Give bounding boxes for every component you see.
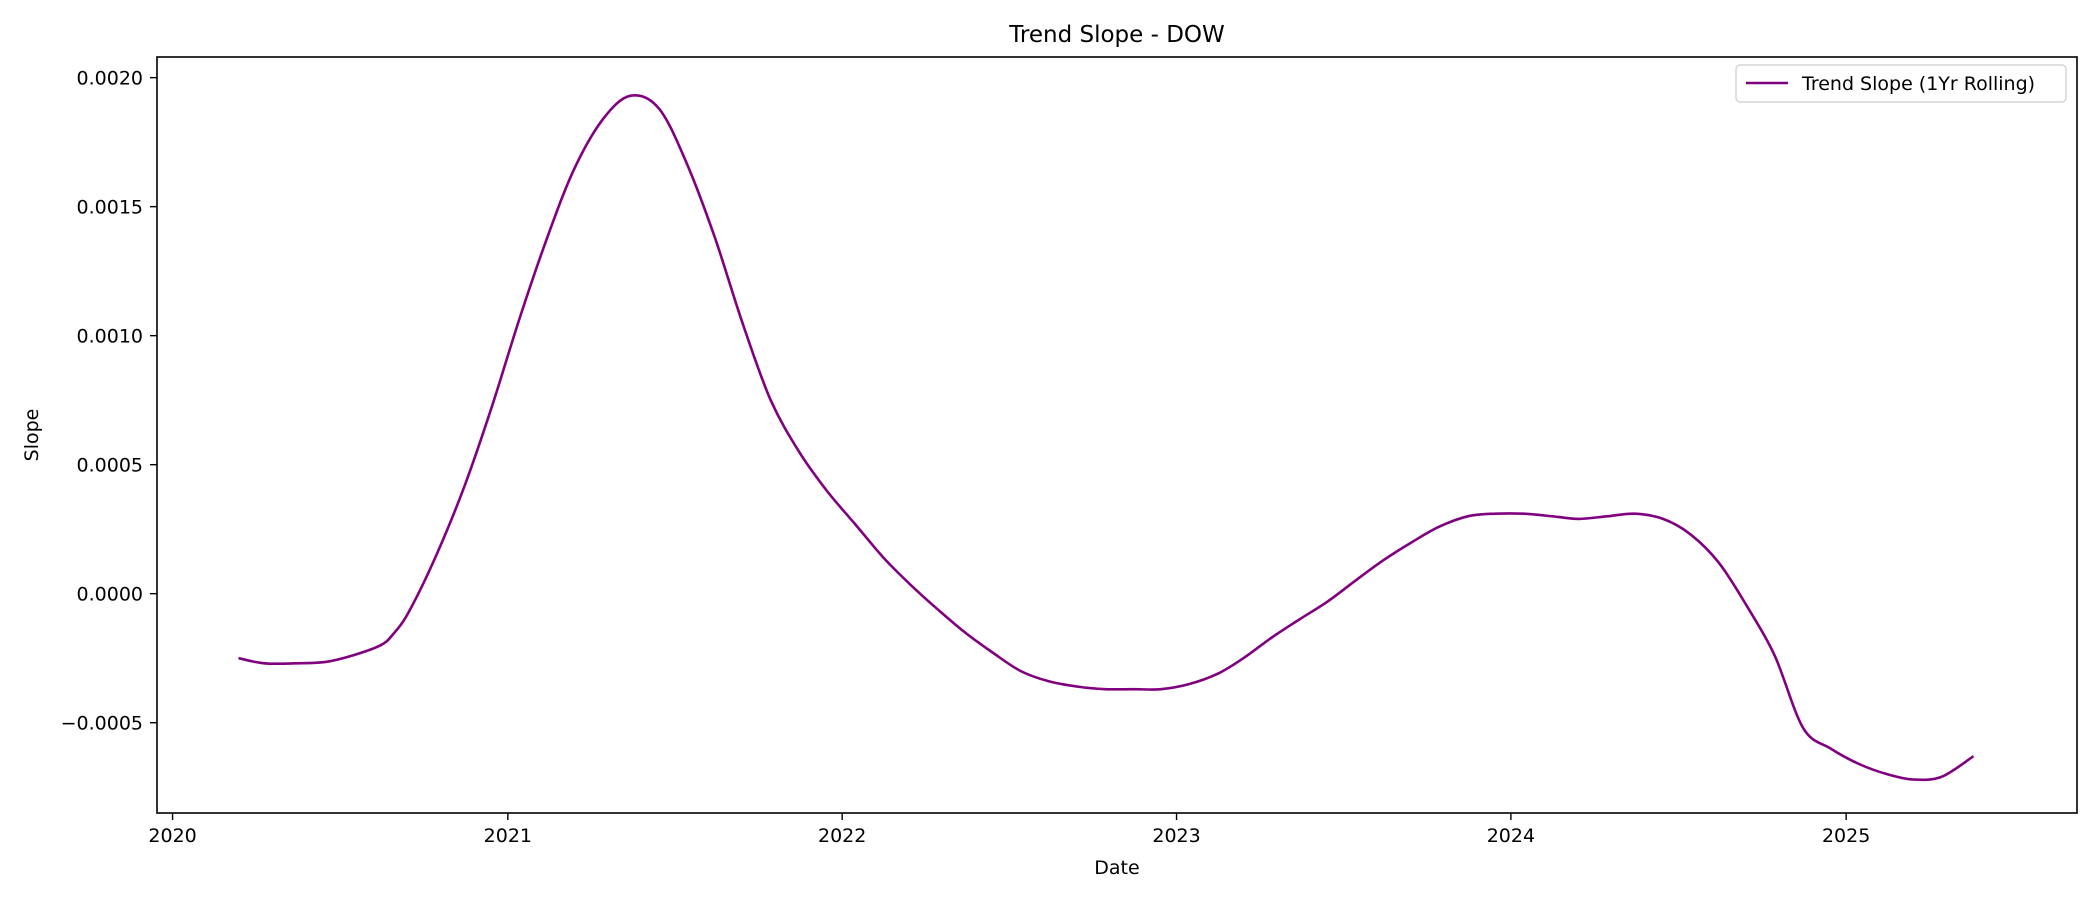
x-tick-label: 2021 — [484, 825, 532, 847]
x-tick-label: 2024 — [1487, 825, 1535, 847]
legend-box — [1735, 64, 2067, 103]
y-tick-label: 0.0015 — [77, 197, 143, 219]
y-tick-label: −0.0005 — [61, 713, 143, 735]
plot-area — [238, 94, 1975, 782]
x-tick-label: 2022 — [818, 825, 866, 847]
y-tick-label: 0.0000 — [77, 584, 143, 606]
legend-label: Trend Slope (1Yr Rolling) — [1801, 73, 2035, 95]
x-axis-ticks: 2020 2021 2022 2023 2024 2025 — [148, 813, 1870, 847]
y-tick-label: 0.0020 — [77, 68, 143, 90]
series-line-trend-slope — [238, 94, 1975, 782]
x-tick-label: 2025 — [1822, 825, 1870, 847]
y-axis-ticks: −0.0005 0.0000 0.0005 0.0010 0.0015 0.0020 — [61, 68, 157, 735]
y-axis-label: Slope — [21, 409, 43, 462]
legend: Trend Slope (1Yr Rolling) — [1735, 64, 2067, 103]
y-tick-label: 0.0010 — [77, 326, 143, 348]
x-axis-label: Date — [1094, 857, 1139, 879]
chart-title: Trend Slope - DOW — [1008, 22, 1225, 48]
y-tick-label: 0.0005 — [77, 455, 143, 477]
plot-frame — [156, 56, 2078, 814]
x-tick-label: 2023 — [1152, 825, 1200, 847]
x-tick-label: 2020 — [148, 825, 196, 847]
